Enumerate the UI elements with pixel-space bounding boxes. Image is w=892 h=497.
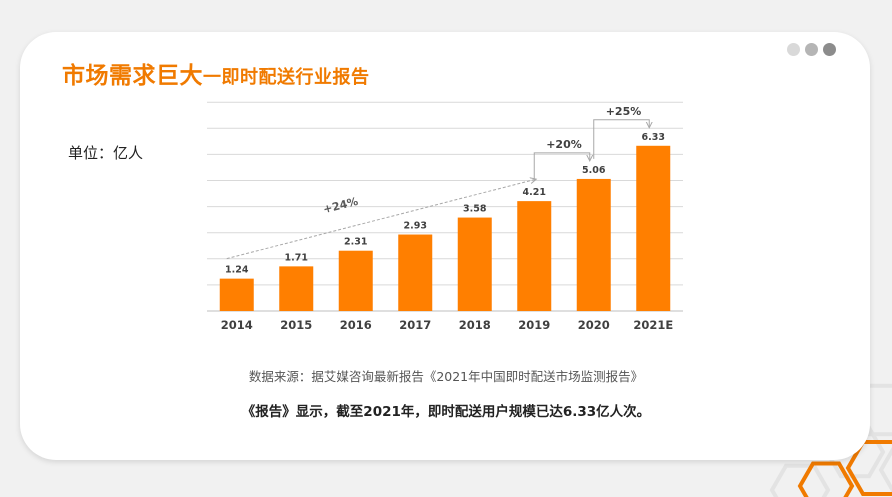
x-tick-label: 2016 <box>340 318 372 332</box>
data-label: 4.21 <box>523 187 546 198</box>
bar <box>338 250 373 311</box>
annotation-label: +25% <box>606 105 642 118</box>
data-label: 1.24 <box>225 265 249 276</box>
hexagon-shape <box>797 461 855 497</box>
annotation-label: +24% <box>322 195 360 216</box>
data-label: 2.93 <box>404 221 427 232</box>
bar <box>279 266 314 311</box>
title-sub: 一即时配送行业报告 <box>203 67 370 88</box>
window-dot-icon <box>823 43 836 56</box>
x-tick-label: 2014 <box>221 318 253 332</box>
window-dots <box>787 43 836 56</box>
title-main: 市场需求巨大 <box>62 63 203 89</box>
x-tick-label: 2015 <box>280 318 312 332</box>
bar <box>636 145 671 311</box>
bar <box>219 278 254 311</box>
x-tick-label: 2018 <box>459 318 491 332</box>
hexagon-shape <box>769 463 831 497</box>
data-label: 3.58 <box>463 204 487 215</box>
conclusion-text: 《报告》显示，截至2021年，即时配送用户规模已达6.33亿人次。 <box>241 404 651 420</box>
hexagon-shape <box>878 447 892 493</box>
page-title: 市场需求巨大一即时配送行业报告 <box>62 56 370 90</box>
bar <box>398 234 433 311</box>
trend-arrow <box>226 179 537 260</box>
growth-bracket <box>593 119 650 159</box>
hexagon-shape <box>845 440 892 496</box>
data-label: 1.71 <box>285 252 308 263</box>
window-dot-icon <box>805 43 818 56</box>
x-tick-label: 2020 <box>578 318 610 332</box>
x-tick-label: 2017 <box>399 318 431 332</box>
unit-label: 单位：亿人 <box>68 144 144 162</box>
bar <box>576 178 611 311</box>
window-dot-icon <box>787 43 800 56</box>
bar <box>457 217 492 311</box>
growth-bracket <box>533 152 590 182</box>
data-label: 6.33 <box>642 132 665 143</box>
bar <box>517 201 552 311</box>
x-tick-label: 2021E <box>633 318 673 332</box>
data-label: 5.06 <box>582 165 606 176</box>
annotation-label: +20% <box>546 138 582 151</box>
source-note: 数据来源：据艾媒咨询最新报告《2021年中国即时配送市场监测报告》 <box>248 369 644 384</box>
content-card <box>20 32 870 460</box>
data-label: 2.31 <box>344 237 367 248</box>
x-tick-label: 2019 <box>518 318 550 332</box>
